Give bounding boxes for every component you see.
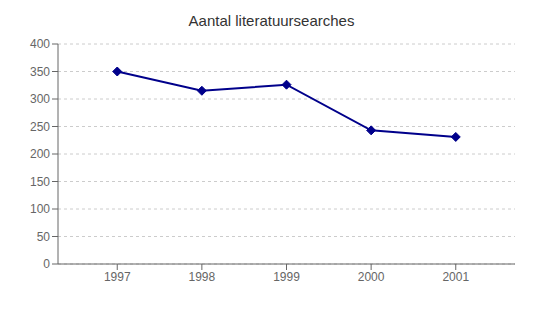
svg-text:100: 100 — [30, 202, 50, 216]
svg-text:200: 200 — [30, 147, 50, 161]
svg-text:350: 350 — [30, 65, 50, 79]
svg-text:1998: 1998 — [189, 270, 216, 284]
svg-text:2001: 2001 — [442, 270, 469, 284]
svg-text:50: 50 — [37, 230, 51, 244]
svg-text:0: 0 — [43, 257, 50, 271]
svg-text:250: 250 — [30, 120, 50, 134]
svg-text:1997: 1997 — [104, 270, 131, 284]
svg-text:150: 150 — [30, 175, 50, 189]
html-text:Aantal literatuursearches: Aantal literatuursearches — [188, 12, 355, 29]
svg-text:2000: 2000 — [358, 270, 385, 284]
svg-text:1999: 1999 — [273, 270, 300, 284]
svg-text:400: 400 — [30, 37, 50, 51]
svg-text:300: 300 — [30, 92, 50, 106]
